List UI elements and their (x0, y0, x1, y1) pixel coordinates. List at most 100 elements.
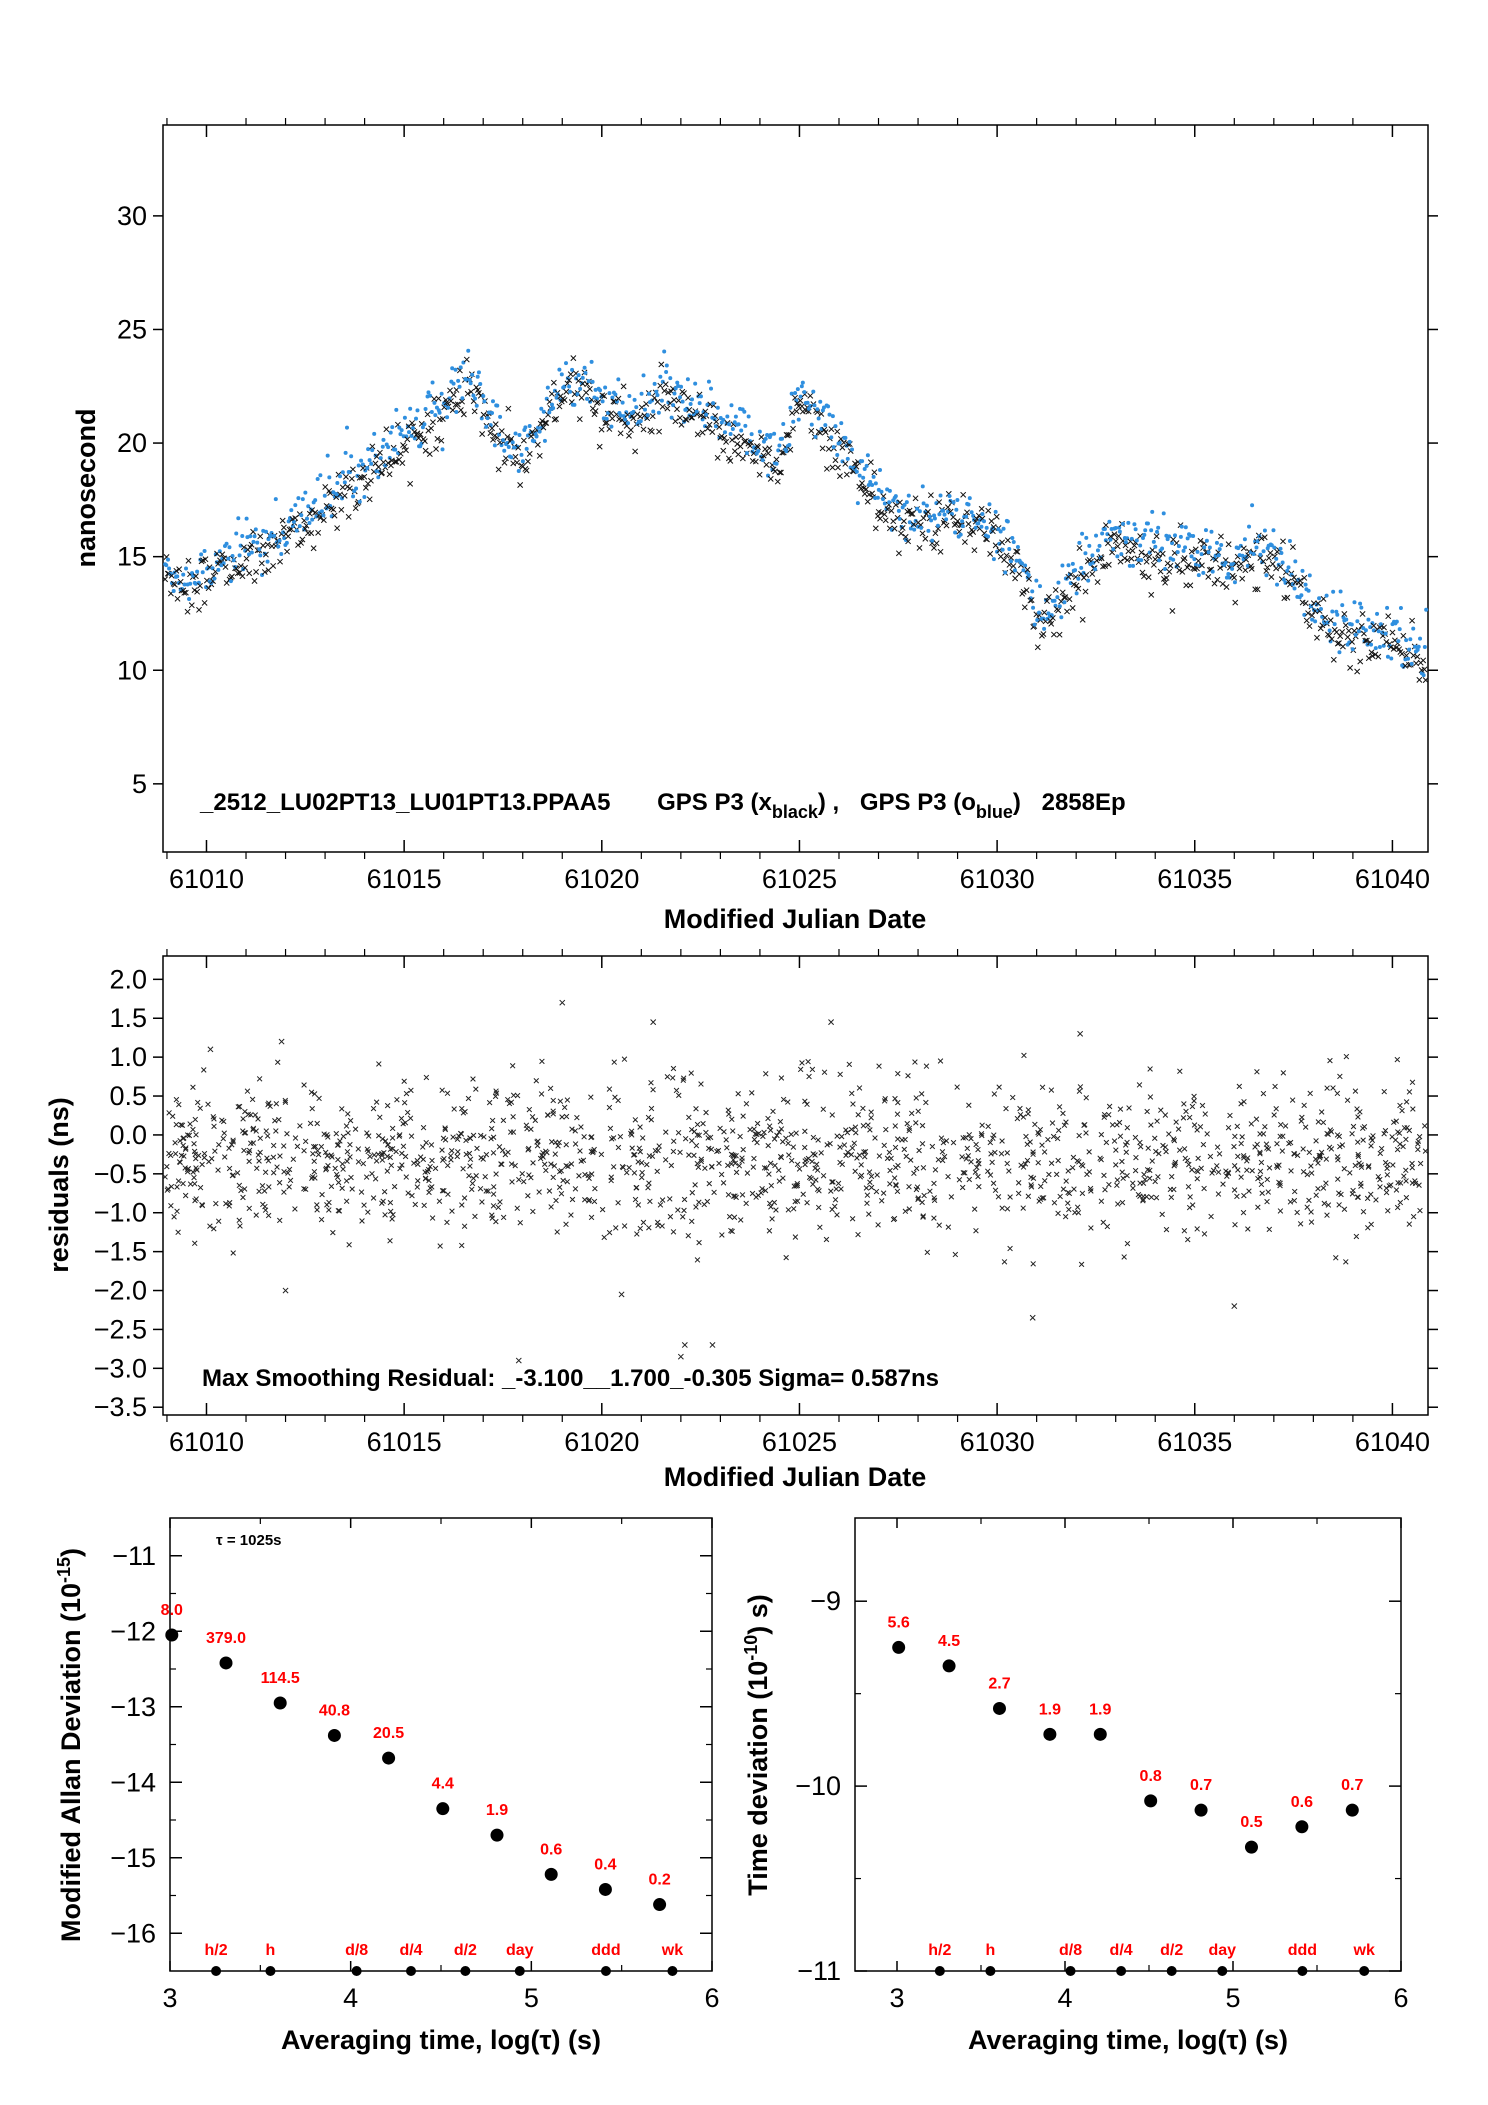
ts-black-point (869, 490, 876, 497)
ts-blue-point (236, 516, 241, 521)
residual-point (1401, 1125, 1408, 1131)
residual-point (621, 1056, 628, 1062)
residual-point (367, 1153, 373, 1160)
residual-point (1397, 1141, 1403, 1147)
residual-point (1288, 1168, 1294, 1174)
residual-point (895, 1099, 901, 1106)
residual-outlier (515, 1357, 522, 1364)
ts-black-point (1166, 568, 1173, 575)
ts-black-point (988, 518, 995, 525)
residual-point (667, 1196, 673, 1202)
ts-black-point (1326, 632, 1333, 639)
ts-black-point (1242, 567, 1249, 574)
ts-black-point (1265, 555, 1272, 561)
ts-black-point (839, 444, 846, 451)
residual-point (1375, 1173, 1382, 1180)
residual-point (1020, 1114, 1027, 1120)
ts-black-point (1094, 579, 1101, 586)
residual-point (429, 1184, 435, 1190)
residual-point (966, 1132, 973, 1138)
residual-point (689, 1218, 695, 1225)
ts-blue-point (193, 581, 198, 586)
ts-black-point (1400, 632, 1407, 639)
ts-black-point (356, 474, 363, 481)
residual-point (261, 1188, 268, 1194)
residual-point (1137, 1139, 1143, 1146)
residual-point (1168, 1194, 1175, 1201)
residual-point (1194, 1127, 1200, 1133)
ts-blue-point (986, 534, 991, 539)
residual-point (932, 1167, 939, 1173)
ts-blue-point (1139, 558, 1144, 563)
residual-point (939, 1157, 946, 1164)
ts-black-point (829, 464, 836, 471)
ts-black-point (463, 356, 470, 363)
tau-marker (406, 1966, 417, 1976)
residual-point (640, 1219, 647, 1226)
y-tick-label: −11 (112, 1541, 156, 1571)
residual-point (1003, 1105, 1009, 1112)
residual-point (1236, 1083, 1243, 1090)
ts-blue-point (415, 408, 420, 413)
ts-black-point (411, 429, 418, 435)
ts-blue-point (456, 378, 461, 383)
ts-black-point (1212, 556, 1219, 563)
residual-point (1121, 1254, 1127, 1260)
ts-blue-point (757, 429, 762, 434)
residual-point (1119, 1158, 1125, 1165)
residual-point (1214, 1163, 1220, 1169)
residual-point (868, 1109, 874, 1115)
ts-black-point (567, 371, 574, 378)
ts-black-point (1016, 571, 1023, 578)
residual-point (346, 1242, 352, 1248)
residual-point (568, 1212, 574, 1218)
time-series-title: _2512_LU02PT13_LU01PT13.PPAA5 GPS P3 (xb… (199, 789, 1126, 822)
residual-point (975, 1173, 981, 1180)
ts-blue-point (1324, 593, 1329, 598)
residual-point (959, 1154, 965, 1160)
residual-point (577, 1148, 583, 1154)
ts-black-point (428, 425, 435, 432)
ts-black-point (814, 409, 821, 416)
ts-black-point (1143, 558, 1150, 565)
residual-point (1369, 1137, 1376, 1144)
residual-point (1260, 1131, 1267, 1137)
x-tick-label: 61015 (367, 1427, 442, 1457)
residual-point (941, 1153, 948, 1160)
ts-blue-point (1019, 561, 1024, 566)
residual-point (270, 1142, 277, 1149)
residual-point (1201, 1231, 1208, 1237)
residual-point (314, 1202, 320, 1208)
ts-blue-point (805, 400, 810, 405)
residual-point (865, 1122, 871, 1128)
ts-blue-point (848, 465, 853, 470)
ts-black-point (375, 464, 382, 470)
ts-black-point (1322, 614, 1329, 621)
residual-point (783, 1254, 789, 1261)
residual-point (1308, 1219, 1315, 1225)
ts-black-point (891, 525, 898, 532)
ts-black-point (285, 533, 292, 540)
residual-point (716, 1160, 722, 1167)
residual-point (424, 1168, 431, 1175)
ts-blue-point (1003, 570, 1008, 575)
residual-point (207, 1223, 213, 1229)
ts-blue-point (998, 529, 1003, 534)
residual-point (1040, 1195, 1047, 1201)
ts-black-point (1142, 552, 1149, 559)
residual-point (790, 1144, 797, 1150)
residual-point (339, 1185, 345, 1192)
residual-point (1276, 1179, 1282, 1186)
ts-blue-point (509, 455, 514, 460)
residual-point (1323, 1180, 1329, 1186)
residual-point (895, 1070, 901, 1077)
residual-point (1254, 1141, 1260, 1148)
residual-point (281, 1189, 287, 1195)
ts-black-point (822, 429, 829, 436)
y-tick-label: −10 (795, 1771, 841, 1801)
residual-point (1304, 1171, 1311, 1178)
ts-blue-point (310, 517, 315, 522)
ts-blue-point (884, 507, 889, 512)
ts-black-point (1062, 594, 1069, 601)
ts-blue-point (1383, 631, 1388, 636)
